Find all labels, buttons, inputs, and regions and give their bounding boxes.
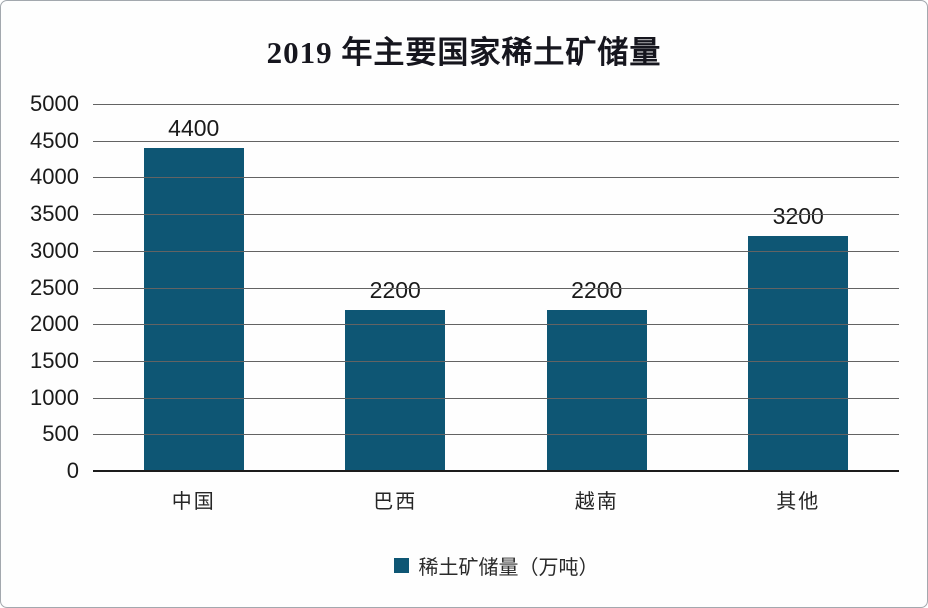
y-axis-tick-label: 2500 [30, 274, 79, 300]
gridline [93, 214, 899, 216]
y-axis-tick-label: 3000 [30, 237, 79, 263]
x-axis-category-label: 越南 [574, 491, 619, 513]
y-axis-tick-label: 4500 [30, 127, 79, 153]
legend-marker-icon [393, 558, 409, 573]
y-axis-tick-label: 4000 [30, 164, 79, 190]
bar-巴西 [345, 309, 446, 471]
bar-slot: 2200 [496, 104, 698, 471]
bar-其他 [748, 236, 849, 471]
gridline [93, 434, 899, 436]
y-axis-tick-label: 5000 [30, 91, 79, 116]
bar-slot: 3200 [698, 104, 900, 471]
plot-area: 4400 2200 2200 3200 [93, 104, 899, 472]
bar-value-label: 2200 [571, 276, 623, 303]
x-axis-category-label: 巴西 [373, 491, 418, 513]
bars-row: 4400 2200 2200 3200 [93, 104, 899, 471]
x-axis-baseline [93, 470, 899, 472]
gridline [93, 104, 899, 105]
bar-slot: 2200 [295, 104, 497, 471]
x-axis-category-label: 其他 [776, 491, 821, 513]
legend: 稀土矿储量（万吨） [93, 551, 899, 580]
legend-label: 稀土矿储量（万吨） [418, 557, 599, 579]
gridline [93, 324, 899, 326]
bar-越南 [546, 309, 647, 471]
gridline [93, 140, 899, 142]
y-axis-tick-label: 500 [42, 421, 79, 447]
y-axis-tick-label: 2000 [30, 311, 79, 337]
bar-value-label: 3200 [772, 203, 824, 230]
chart-title: 2019 年主要国家稀土矿储量 [266, 35, 662, 70]
bar-slot: 4400 [93, 104, 295, 471]
bar-value-label: 2200 [369, 276, 421, 303]
bar-value-label: 4400 [168, 115, 220, 142]
gridline [93, 360, 899, 362]
y-axis-tick-label: 1000 [30, 384, 79, 410]
x-axis-labels: 中国 巴西 越南 其他 [93, 485, 899, 514]
gridline [93, 177, 899, 179]
y-axis-tick-label: 3500 [30, 201, 79, 227]
y-axis-tick-label: 1500 [30, 347, 79, 373]
gridline [93, 397, 899, 399]
gridline [93, 250, 899, 252]
bar-中国 [143, 148, 244, 471]
gridline [93, 287, 899, 289]
x-axis-category-label: 中国 [171, 491, 216, 513]
y-axis-tick-label: 0 [66, 458, 79, 483]
